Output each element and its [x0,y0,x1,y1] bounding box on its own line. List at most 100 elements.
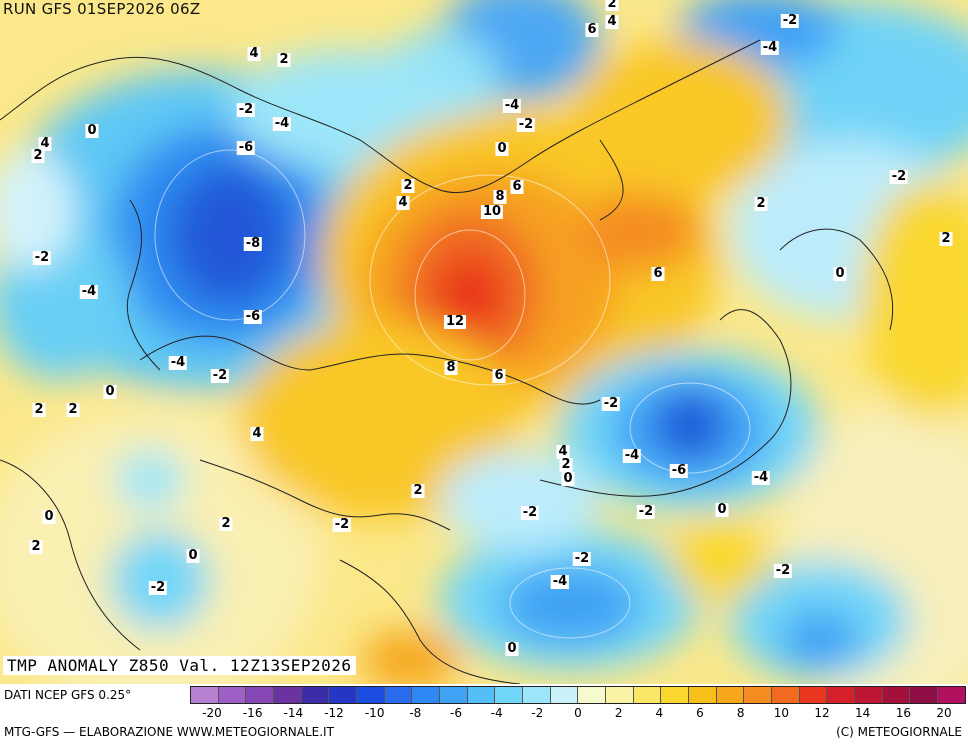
contour-label: -8 [243,236,263,251]
legend-tick-label: 14 [855,706,871,720]
contour-label: -4 [502,98,522,113]
legend-swatch [357,687,385,703]
legend-tick-label: 12 [814,706,830,720]
contour-label: -2 [780,13,800,28]
contour-label: 0 [715,502,729,517]
contour-label: 0 [505,641,519,656]
contour-label: 12 [443,314,467,329]
legend-swatch [578,687,607,703]
contour-label: 2 [31,148,45,163]
legend-swatch [661,687,690,703]
contour-label: -4 [622,448,642,463]
contour-label: -2 [32,250,52,265]
contour-label: 2 [401,178,415,193]
contour-label: 6 [510,179,524,194]
contour-label: 2 [66,402,80,417]
legend-swatch [938,687,965,703]
legend-tick-label: 0 [574,706,582,720]
legend-tick-label: -2 [531,706,544,720]
legend-swatch [246,687,275,703]
contour-label: -4 [272,116,292,131]
contour-label: -4 [751,470,771,485]
contour-label: 6 [492,368,506,383]
legend-tick-label: 20 [936,706,952,720]
contour-label: 6 [651,266,665,281]
contour-lines [154,149,751,639]
run-title: RUN GFS 01SEP2026 06Z [3,0,201,18]
contour-label: 4 [556,444,570,459]
contour-label: -2 [236,102,256,117]
contour-label: 0 [561,471,575,486]
contour-label: 0 [42,509,56,524]
contour-label: 2 [277,52,291,67]
contour-label: -4 [760,40,780,55]
legend-swatch [301,687,330,703]
contour-label: -4 [168,355,188,370]
legend-tick-label: -12 [324,706,344,720]
contour-label: 0 [103,384,117,399]
contour-label: 8 [493,189,507,204]
contour-label: -2 [520,505,540,520]
contour-label: 2 [605,0,619,11]
footer: DATI NCEP GFS 0.25° -20 -16 -14 -12 -10 -8 -6-… [0,684,968,745]
contour-label: 10 [480,204,504,219]
legend-swatch [191,687,219,703]
legend-swatch [412,687,441,703]
contour-label: -2 [332,517,352,532]
contour-label: 4 [247,46,261,61]
legend-swatch [495,687,524,703]
contour-label: -4 [550,574,570,589]
anomaly-field [0,0,968,684]
credit-right: (C) METEOGIORNALE [836,725,962,739]
contour-label: 4 [605,14,619,29]
contour-label: -2 [210,368,230,383]
legend-swatch [467,687,496,703]
legend-swatch [218,687,247,703]
legend-swatch [744,687,773,703]
legend-tick-label: -4 [490,706,503,720]
contour-label: 0 [833,266,847,281]
legend-tick-label: -14 [283,706,304,720]
map-caption: TMP ANOMALY Z850 Val. 12Z13SEP2026 [3,656,356,675]
contour-label: 6 [585,22,599,37]
contour-label: 2 [754,196,768,211]
temperature-anomaly-map: RUN GFS 01SEP2026 06Z 4 2 0 -2 -4 -6 -8 … [0,0,968,684]
coastlines [0,39,894,684]
contour-label: 2 [29,539,43,554]
contour-label: -2 [889,169,909,184]
contour-label: -2 [148,580,168,595]
contour-label: 2 [559,457,573,472]
legend-tick-label: -8 [409,706,422,720]
contour-label: 2 [411,483,425,498]
legend-swatch [799,687,828,703]
legend-swatch [523,687,551,703]
legend-swatch [550,687,579,703]
map-canvas [0,0,968,684]
contour-label: 0 [85,123,99,138]
legend-swatch [882,687,911,703]
color-scale-legend [190,686,966,704]
legend-swatch [606,687,634,703]
contour-label: 2 [219,516,233,531]
legend-swatch [384,687,413,703]
contour-label: -2 [773,563,793,578]
contour-label: 0 [495,141,509,156]
legend-swatch [329,687,358,703]
legend-tick-label: 2 [614,706,623,720]
legend-swatch [689,687,717,703]
contour-label: -6 [669,463,689,478]
contour-label: 8 [444,360,458,375]
legend-swatch [274,687,302,703]
legend-swatch [440,687,468,703]
legend-swatch [716,687,745,703]
contour-label: 4 [396,195,410,210]
contour-label: -2 [516,117,536,132]
legend-tick-label: 6 [696,706,704,720]
source-text: DATI NCEP GFS 0.25° [4,688,132,702]
legend-swatch [772,687,800,703]
legend-tick-label: 4 [655,706,664,720]
contour-label: 4 [250,426,264,441]
contour-label: -6 [236,140,256,155]
legend-tick-label: 16 [895,706,911,720]
legend-tick-label: 10 [773,706,789,720]
